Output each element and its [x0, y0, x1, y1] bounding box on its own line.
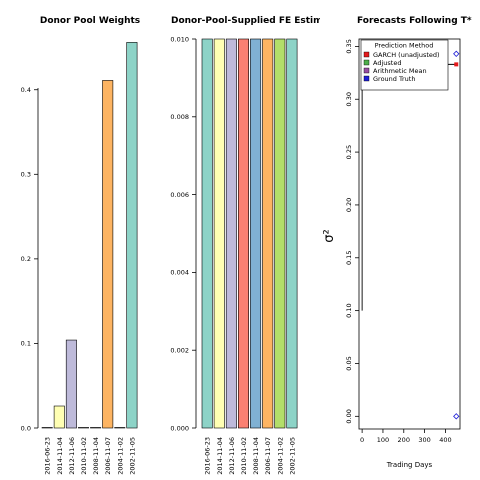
- x-tick-label: 2012-11-06: [68, 437, 76, 475]
- x-tick-label: 2014-11-04: [56, 437, 64, 475]
- x-tick-label: 2010-11-02: [240, 437, 248, 475]
- bar: [274, 38, 286, 429]
- y-tick-label: 0.1: [21, 340, 31, 348]
- y-tick-label: 0.10: [345, 303, 353, 317]
- panel1-title: Donor Pool Weights: [40, 16, 140, 26]
- bar: [78, 427, 90, 429]
- y-tick-label: 0.25: [345, 145, 353, 159]
- x-tick-label: 2010-11-02: [80, 437, 88, 475]
- y-tick-label: 0.004: [170, 269, 189, 277]
- bar: [262, 38, 274, 429]
- y-tick-label: 0.05: [345, 356, 353, 370]
- panel1-bars: [41, 42, 138, 429]
- y-tick-label: 0.002: [170, 347, 189, 355]
- y-tick-label: 0.008: [170, 113, 189, 121]
- y-tick-label: 0.4: [21, 86, 31, 94]
- x-tick-label: 400: [439, 436, 451, 444]
- bar: [250, 38, 262, 429]
- bar: [286, 38, 298, 429]
- bar: [65, 339, 77, 429]
- panel2-y-ticks: 0.000 0.002 0.004 0.006 0.008 0.010: [170, 35, 196, 432]
- y-tick-label: 0.00: [345, 409, 353, 423]
- x-tick-label: 0: [360, 436, 364, 444]
- ground-truth-point: [453, 50, 460, 57]
- y-tick-label: 0.006: [170, 191, 189, 199]
- y-tick-label: 0.3: [21, 171, 31, 179]
- y-tick-label: 0.010: [170, 35, 189, 43]
- y-tick-label: 0.30: [345, 92, 353, 106]
- legend-label: Adjusted: [373, 59, 401, 67]
- panel2-title: Donor-Pool-Supplied FE Estimates: [171, 16, 344, 26]
- legend-box: [360, 39, 449, 91]
- y-tick-label: 0.000: [170, 424, 189, 432]
- x-tick-label: 100: [377, 436, 389, 444]
- x-tick-label: 200: [398, 436, 410, 444]
- panel3-plot-area: [361, 50, 460, 420]
- panel1-x-labels: 2016-06-23 2014-11-04 2012-11-06 2010-11-02…: [44, 437, 137, 475]
- x-tick-label: 2002-11-05: [128, 437, 136, 475]
- x-tick-label: 2004-11-02: [116, 437, 124, 475]
- legend-swatch: [363, 51, 370, 58]
- panel-fe-estimates: Donor-Pool-Supplied FE Estimates 0.0000.…: [170, 16, 344, 475]
- forecast-line: [361, 63, 457, 311]
- legend-swatch: [363, 59, 370, 66]
- forecast-point: [454, 62, 459, 67]
- bar: [213, 38, 225, 429]
- legend-label: GARCH (unadjusted): [373, 51, 440, 59]
- bar: [238, 38, 250, 429]
- x-tick-label: 300: [418, 436, 430, 444]
- y-tick-label: 0.35: [345, 39, 353, 53]
- panel3-y-ticks: 0.00 0.05 0.10 0.15 0.20 0.25 0.30 0.35: [345, 39, 359, 424]
- panel3-legend: Prediction Method GARCH (unadjusted)Adju…: [360, 39, 449, 91]
- y-tick-label: 0.15: [345, 251, 353, 265]
- x-tick-label: 2006-11-07: [104, 437, 112, 475]
- x-tick-label: 2016-06-23: [204, 437, 212, 475]
- legend-label: Arithmetic Mean: [373, 67, 427, 75]
- bar: [90, 427, 102, 429]
- panel2-x-labels: 2016-06-23 2014-11-04 2012-11-06 2010-11-02…: [204, 437, 297, 475]
- y-tick-label: 0.20: [345, 198, 353, 212]
- x-tick-label: 2014-11-04: [216, 437, 224, 475]
- legend-label: Ground Truth: [373, 75, 415, 83]
- legend-swatch: [363, 75, 370, 82]
- panel3-plot-frame: [358, 38, 461, 430]
- panel3-title-clip: Forecasts Following T*: [357, 16, 472, 26]
- panel3-y-axis-label: σ²: [322, 229, 337, 242]
- panel2-title-clip: Donor-Pool-Supplied FE Estimates: [171, 16, 344, 26]
- x-tick-label: 2002-11-05: [288, 437, 296, 475]
- x-tick-label: 2012-11-06: [228, 437, 236, 475]
- bar: [53, 405, 65, 429]
- panel-forecasts: Forecasts Following T* 0.000.050.100.150…: [322, 16, 472, 469]
- panel3-title: Forecasts Following T*: [357, 16, 472, 26]
- legend-swatch: [363, 67, 370, 74]
- x-tick-label: 2008-11-04: [252, 437, 260, 475]
- bar: [41, 427, 53, 429]
- x-tick-label: 2016-06-23: [44, 437, 52, 475]
- panel1-y-ticks: 0.0 0.1 0.2 0.3 0.4: [21, 86, 38, 432]
- bar: [126, 42, 138, 429]
- panel2-bars: [201, 38, 298, 429]
- x-tick-label: 2004-11-02: [276, 437, 284, 475]
- x-tick-label: 2006-11-07: [264, 437, 272, 475]
- legend-title: Prediction Method: [375, 42, 434, 50]
- bar: [201, 38, 213, 429]
- bar: [114, 427, 126, 429]
- x-tick-label: 2008-11-04: [92, 437, 100, 475]
- bar: [225, 38, 237, 429]
- bar: [102, 80, 114, 429]
- y-tick-label: 0.0: [21, 424, 31, 432]
- panel3-x-ticks: 0 100 200 300 400: [360, 429, 452, 444]
- panel3-x-axis-label: Trading Days: [386, 461, 433, 469]
- y-tick-label: 0.2: [21, 255, 31, 263]
- panel-donor-weights: Donor Pool Weights 0.0 0.1 0.2 0.3 0.4 2016-…: [21, 16, 141, 475]
- ground-truth-point: [453, 413, 460, 420]
